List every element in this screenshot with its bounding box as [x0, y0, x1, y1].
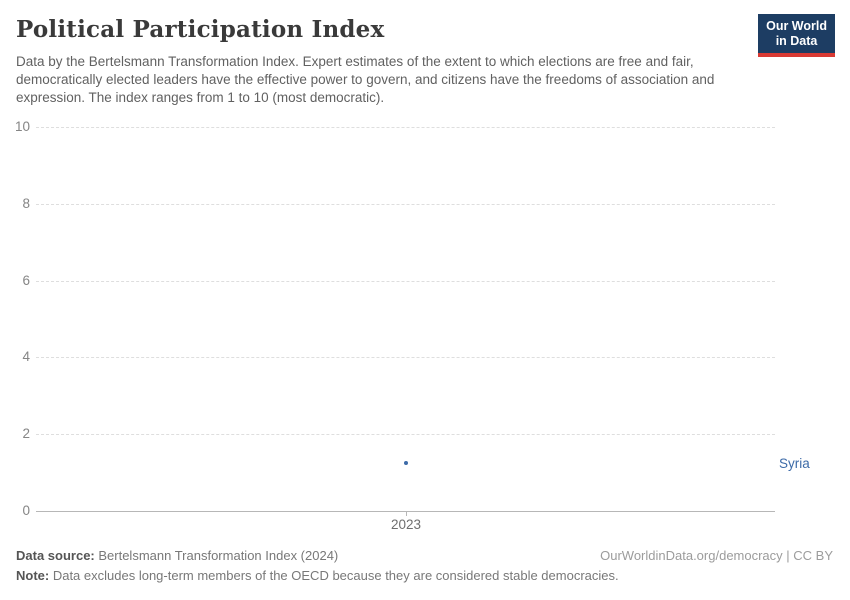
chart-subtitle: Data by the Bertelsmann Transformation I…	[16, 54, 715, 105]
gridline-4: 4	[22, 349, 775, 364]
plot-area: 10 8 6 4 2 0 2023	[15, 119, 775, 532]
gridline-6: 6	[22, 273, 775, 288]
owid-logo-line2: in Data	[775, 34, 818, 48]
page-title: Political Participation Index	[16, 16, 385, 43]
owid-logo[interactable]: Our World in Data	[758, 14, 835, 57]
gridline-10: 10	[15, 119, 775, 134]
xtick-label-2023: 2023	[390, 517, 422, 532]
ytick-label-0: 0	[22, 503, 30, 518]
data-source-value: Bertelsmann Transformation Index (2024)	[94, 548, 339, 563]
data-point-syria-2023[interactable]	[404, 461, 409, 465]
footer-note-row: Note: Data excludes long-term members of…	[16, 568, 833, 583]
entity-label-syria[interactable]: Syria	[779, 456, 810, 471]
note-label: Note:	[16, 568, 50, 583]
footer-source-row: Data source: Bertelsmann Transformation …	[16, 548, 833, 563]
xtick-mark-2023	[406, 511, 408, 516]
ytick-label-2: 2	[22, 426, 30, 442]
owid-logo-line1: Our World	[766, 19, 827, 33]
data-source-line: Data source: Bertelsmann Transformation …	[16, 548, 338, 563]
data-source-label: Data source:	[16, 548, 95, 563]
ytick-label-10: 10	[14, 119, 30, 134]
ytick-label-4: 4	[22, 349, 30, 365]
x-axis-baseline: 0	[22, 503, 775, 518]
gridline-8: 8	[22, 196, 775, 211]
owid-url-license-link[interactable]: OurWorldinData.org/democracy | CC BY	[600, 548, 833, 563]
gridline-2: 2	[22, 426, 775, 441]
ytick-label-6: 6	[22, 272, 30, 288]
ytick-label-8: 8	[22, 195, 30, 211]
note-value: Data excludes long-term members of the O…	[49, 568, 619, 583]
